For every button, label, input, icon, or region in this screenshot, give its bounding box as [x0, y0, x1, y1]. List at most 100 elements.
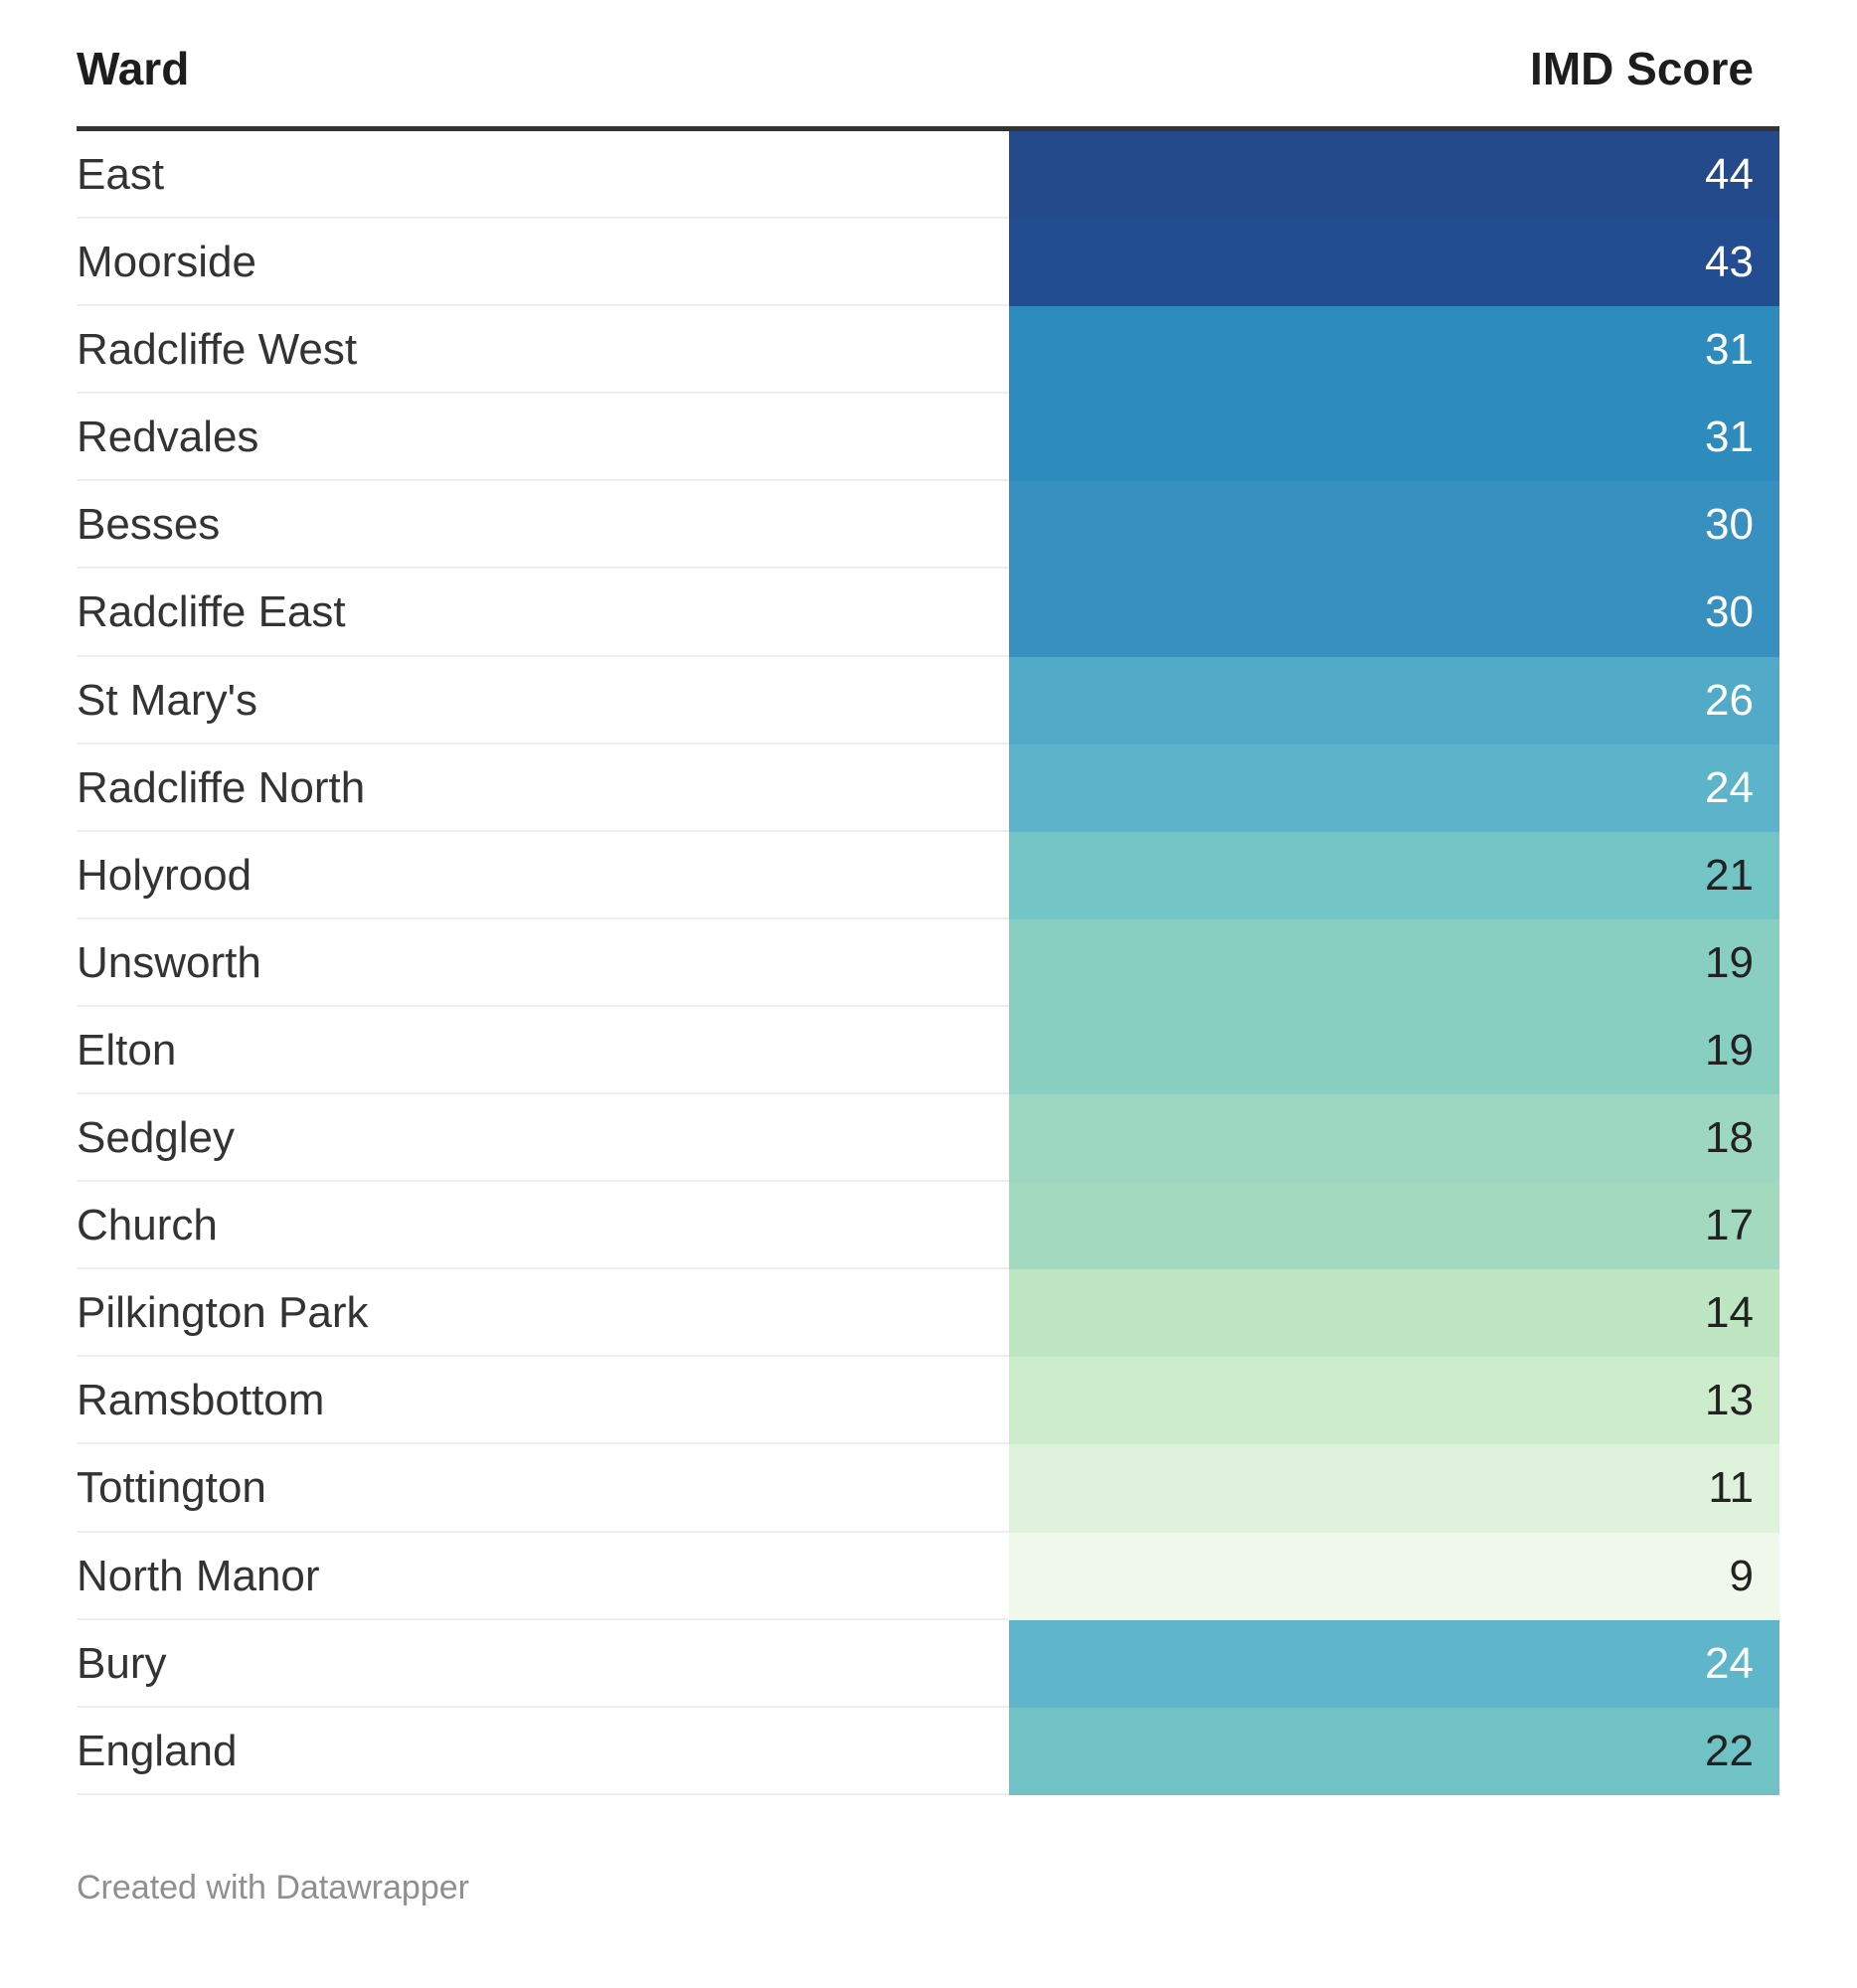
table-row: Elton 19	[77, 1006, 1779, 1095]
score-value: 18	[1705, 1113, 1754, 1163]
score-cell: 13	[1009, 1357, 1779, 1445]
table-row: Ramsbottom 13	[77, 1357, 1779, 1445]
row-divider	[77, 304, 1779, 307]
score-value: 19	[1705, 1025, 1754, 1075]
ward-name: Elton	[77, 1025, 177, 1075]
score-value: 44	[1705, 150, 1754, 199]
ward-name: Bury	[77, 1638, 167, 1688]
score-cell: 21	[1009, 831, 1779, 919]
row-divider	[77, 654, 1779, 657]
score-cell: 18	[1009, 1094, 1779, 1183]
row-divider	[77, 1442, 1779, 1445]
score-cell: 24	[1009, 1619, 1779, 1708]
row-divider	[77, 567, 1779, 570]
ward-name: Redvales	[77, 413, 259, 462]
table-row: Radcliffe West 31	[77, 306, 1779, 395]
score-cell: 43	[1009, 219, 1779, 307]
score-cell: 30	[1009, 481, 1779, 570]
row-divider	[77, 1267, 1779, 1270]
score-value: 14	[1705, 1288, 1754, 1338]
ward-name: Ramsbottom	[77, 1376, 325, 1425]
ward-name: England	[77, 1726, 238, 1775]
row-divider	[77, 742, 1779, 745]
score-value: 17	[1705, 1201, 1754, 1250]
score-cell: 31	[1009, 306, 1779, 395]
table-row: Sedgley 18	[77, 1094, 1779, 1183]
ward-name: Radcliffe East	[77, 587, 346, 637]
score-cell: 17	[1009, 1182, 1779, 1270]
score-value: 24	[1705, 1638, 1754, 1688]
row-divider	[77, 1792, 1779, 1795]
ward-name: Radcliffe West	[77, 325, 358, 375]
score-cell: 19	[1009, 918, 1779, 1007]
score-cell: 9	[1009, 1532, 1779, 1620]
score-cell: 19	[1009, 1006, 1779, 1095]
ward-name: Besses	[77, 500, 221, 550]
table-row: Pilkington Park 14	[77, 1269, 1779, 1358]
score-value: 9	[1729, 1551, 1754, 1600]
score-value: 11	[1708, 1463, 1754, 1513]
ward-name: St Mary's	[77, 675, 257, 725]
score-value: 43	[1705, 238, 1754, 287]
score-value: 30	[1705, 500, 1754, 550]
table-row: East 44	[77, 131, 1779, 220]
ward-name: North Manor	[77, 1551, 320, 1600]
ward-name: Church	[77, 1201, 218, 1250]
row-divider	[77, 1180, 1779, 1183]
ward-name: Moorside	[77, 238, 256, 287]
ward-name: Tottington	[77, 1463, 266, 1513]
score-cell: 22	[1009, 1707, 1779, 1795]
row-divider	[77, 1092, 1779, 1095]
table-row: Bury 24	[77, 1619, 1779, 1708]
row-divider	[77, 916, 1779, 919]
table-row: Redvales 31	[77, 394, 1779, 482]
table-row: Church 17	[77, 1182, 1779, 1270]
score-cell: 31	[1009, 394, 1779, 482]
table-row: Holyrood 21	[77, 831, 1779, 919]
header-rule	[77, 126, 1779, 131]
ward-name: Pilkington Park	[77, 1288, 369, 1338]
ward-name: Holyrood	[77, 850, 253, 900]
row-divider	[77, 217, 1779, 220]
row-divider	[77, 1617, 1779, 1620]
row-divider	[77, 392, 1779, 395]
score-cell: 24	[1009, 744, 1779, 832]
table-row: Radcliffe North 24	[77, 744, 1779, 832]
table-row: Tottington 11	[77, 1444, 1779, 1533]
score-value: 31	[1705, 413, 1754, 462]
score-value: 26	[1705, 675, 1754, 725]
table-row: St Mary's 26	[77, 656, 1779, 745]
score-value: 30	[1705, 587, 1754, 637]
ward-name: East	[77, 150, 165, 199]
score-value: 31	[1705, 325, 1754, 375]
row-divider	[77, 1530, 1779, 1533]
ward-name: Sedgley	[77, 1113, 236, 1163]
row-divider	[77, 1705, 1779, 1708]
column-header-ward: Ward	[77, 43, 190, 94]
ward-name: Radcliffe North	[77, 762, 366, 812]
ward-name: Unsworth	[77, 937, 261, 987]
footer-credit: Created with Datawrapper	[77, 1869, 469, 1906]
row-divider	[77, 1355, 1779, 1358]
score-cell: 30	[1009, 569, 1779, 657]
score-cell: 26	[1009, 656, 1779, 745]
row-divider	[77, 829, 1779, 832]
score-value: 13	[1705, 1376, 1754, 1425]
table-row: North Manor 9	[77, 1532, 1779, 1620]
score-value: 21	[1705, 850, 1754, 900]
table-row: Radcliffe East 30	[77, 569, 1779, 657]
column-header-imd-score: IMD Score	[1530, 43, 1754, 94]
score-value: 22	[1705, 1726, 1754, 1775]
score-cell: 44	[1009, 131, 1779, 220]
score-value: 24	[1705, 762, 1754, 812]
table-row: England 22	[77, 1707, 1779, 1795]
table-row: Besses 30	[77, 481, 1779, 570]
row-divider	[77, 479, 1779, 482]
score-cell: 11	[1009, 1444, 1779, 1533]
score-value: 19	[1705, 937, 1754, 987]
row-divider	[77, 1004, 1779, 1007]
table-row: Unsworth 19	[77, 918, 1779, 1007]
table-body: East 44 Moorside 43 Radcliffe West 31 Redvales…	[77, 131, 1779, 1795]
score-cell: 14	[1009, 1269, 1779, 1358]
table-row: Moorside 43	[77, 219, 1779, 307]
